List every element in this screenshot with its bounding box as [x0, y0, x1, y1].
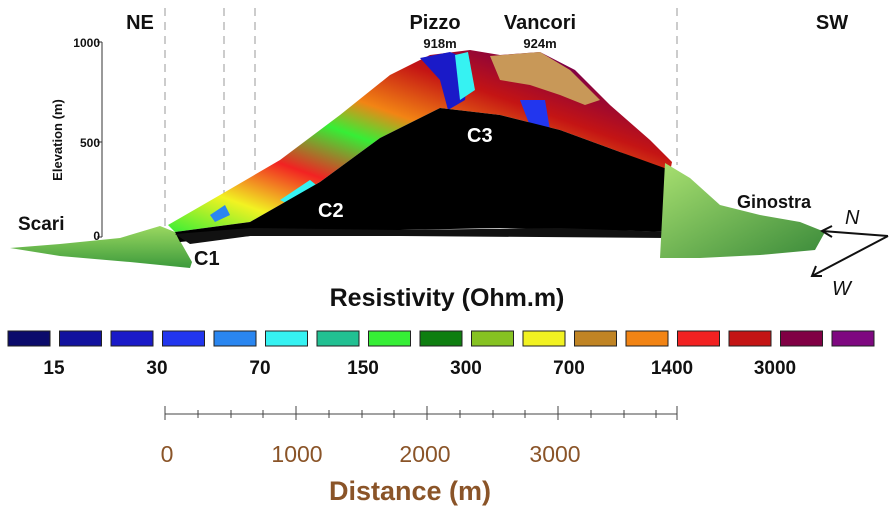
elevation-title: Elevation (m)	[50, 99, 65, 181]
legend-swatch	[162, 330, 205, 347]
legend-label: 150	[347, 358, 379, 379]
legend-swatch	[780, 330, 823, 347]
legend-label: 300	[450, 358, 482, 379]
legend-swatch	[368, 330, 411, 347]
peak-label: Vancori	[504, 12, 576, 34]
zone-label: C3	[467, 125, 493, 147]
distance-tick: 1000	[271, 441, 322, 467]
legend-label: 700	[553, 358, 585, 379]
legend-swatch	[471, 330, 514, 347]
place-label: Scari	[18, 214, 64, 235]
legend-label: 1400	[651, 358, 693, 379]
peak-label: Pizzo	[409, 12, 460, 34]
peak-elevation: 918m	[423, 36, 456, 51]
compass-label: N	[845, 207, 860, 229]
distance-title: Distance (m)	[329, 476, 491, 506]
distance-tick: 0	[161, 441, 174, 467]
legend-swatch	[7, 330, 51, 347]
elevation-axis: 1000 500 0 Elevation (m)	[50, 36, 103, 243]
legend-swatch	[625, 330, 669, 347]
legend-label: 70	[249, 358, 270, 379]
distance-axis	[164, 406, 678, 420]
legend-swatch	[831, 330, 875, 347]
zone-label: C1	[194, 248, 220, 270]
compass	[810, 225, 889, 277]
legend-swatch	[265, 330, 308, 347]
legend-label: 15	[43, 358, 65, 379]
elevation-tick: 500	[80, 136, 100, 150]
direction-label: NE	[126, 12, 154, 34]
distance-tick: 3000	[529, 441, 580, 467]
distance-tick: 2000	[399, 441, 450, 467]
compass-label: W	[832, 278, 853, 300]
place-label: Ginostra	[737, 192, 812, 212]
legend: 15 30 70 150 300 700 1400 3000	[7, 330, 875, 379]
elevation-tick: 0	[93, 229, 100, 243]
peak-elevation: 924m	[523, 36, 556, 51]
cross-section	[10, 50, 825, 268]
legend-label: 3000	[754, 358, 796, 379]
direction-label: SW	[816, 12, 848, 34]
legend-swatch	[110, 330, 154, 347]
legend-swatch	[574, 330, 617, 347]
guides	[164, 8, 678, 235]
legend-swatch	[316, 330, 360, 347]
zone-label: C2	[318, 200, 344, 222]
legend-title: Resistivity (Ohm.m)	[330, 284, 565, 312]
elevation-tick: 1000	[73, 36, 100, 50]
legend-swatch	[728, 330, 772, 347]
legend-swatch	[59, 330, 102, 347]
legend-label: 30	[146, 358, 167, 379]
legend-swatch	[522, 330, 566, 347]
legend-swatch	[419, 330, 463, 347]
legend-swatch	[213, 330, 257, 347]
legend-swatch	[677, 330, 720, 347]
